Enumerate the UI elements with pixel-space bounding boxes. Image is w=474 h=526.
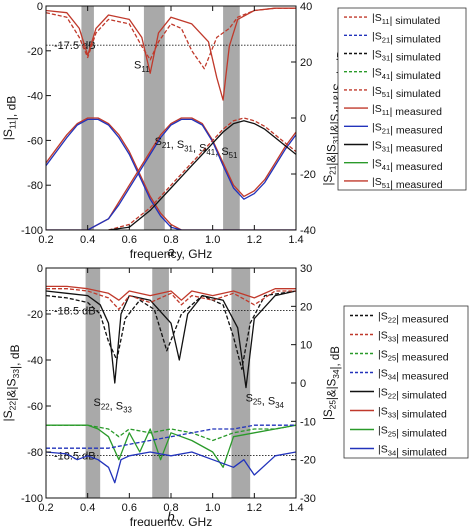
legend-label: |S41| measured	[372, 158, 443, 173]
legend-label: |S51| simulated	[372, 85, 441, 100]
series-line-3	[46, 285, 296, 301]
series-line-8	[108, 120, 296, 230]
y-right-tick-label: 0	[300, 113, 306, 125]
panel-label: a	[167, 244, 174, 259]
reference-label-1: -18.5 dB	[54, 306, 96, 318]
series-line-3	[46, 117, 296, 230]
legend-label: |S41| simulated	[372, 67, 441, 82]
series-line-7	[46, 451, 296, 484]
shaded-band-1	[85, 268, 101, 498]
legend-label: |S22| measured	[378, 311, 449, 326]
x-axis-label: frequency, GHz	[130, 247, 212, 261]
y-right-tick-label: 20	[300, 57, 312, 69]
x-tick-label: 1.4	[288, 502, 303, 514]
annotation-1: S22, S33	[93, 397, 132, 415]
annotation-1: S11	[134, 60, 150, 74]
y-left-tick-label: -60	[27, 135, 43, 147]
series-line-6	[46, 424, 296, 442]
legend-label: |S22| simulated	[378, 387, 447, 402]
y-right-axis-label: |S25|&|S34|, dB	[323, 346, 342, 420]
y-right-tick-label: 20	[300, 301, 312, 313]
y-right-tick-label: 0	[300, 378, 306, 390]
shaded-band-2	[152, 268, 169, 498]
x-tick-label: 0.4	[80, 502, 95, 514]
y-left-tick-label: -80	[27, 447, 43, 459]
legend-label: |S21| measured	[372, 121, 443, 136]
legend-label: |S11| simulated	[372, 12, 440, 27]
panel-a: -17.5 dB0.2 0.4 0.6 0.8 1.0 1.2 1.4-100-80-60-…	[1, 1, 467, 261]
y-right-tick-label: 30	[300, 263, 312, 275]
shaded-band-2	[143, 6, 165, 230]
y-left-tick-label: -40	[27, 355, 43, 367]
x-tick-label: 1.0	[205, 234, 220, 246]
panel-label: b	[167, 509, 174, 524]
y-left-axis-label: |S11|, dB	[1, 96, 19, 141]
legend-box	[343, 305, 469, 459]
x-tick-label: 1.0	[205, 502, 220, 514]
x-tick-label: 1.2	[247, 502, 262, 514]
x-tick-label: 0.8	[163, 234, 178, 246]
series-line-4	[46, 288, 296, 311]
series-line-1	[46, 290, 296, 389]
y-left-tick-label: -80	[27, 180, 43, 192]
annotation-2: S25, S34	[246, 392, 285, 410]
shaded-band-3	[231, 268, 251, 498]
series-line-8	[46, 424, 296, 449]
x-tick-label: 1.2	[247, 234, 262, 246]
panel-b: -18.5 dB-18.5 dB0.2 0.4 0.6 0.8 1.0 1.2 1.4-10…	[1, 263, 469, 526]
legend-label: |S25| measured	[378, 349, 449, 364]
x-tick-label: 0.2	[38, 502, 53, 514]
y-left-tick-label: -100	[21, 493, 43, 505]
y-left-tick-label: -100	[21, 225, 43, 237]
series-line-7	[108, 117, 296, 230]
y-right-tick-label: -30	[300, 493, 316, 505]
x-tick-label: 1.4	[288, 234, 303, 246]
y-left-tick-label: -20	[27, 46, 43, 58]
y-left-tick-label: 0	[37, 1, 43, 13]
y-right-tick-label: -20	[300, 169, 316, 181]
x-tick-label: 0.4	[80, 234, 95, 246]
x-axis-label: frequency, GHz	[130, 515, 212, 526]
y-right-tick-label: -40	[300, 225, 316, 237]
x-tick-label: 0.6	[122, 234, 137, 246]
series-line-5	[46, 424, 296, 468]
y-left-axis-label: |S22|&|S33|, dB	[1, 345, 22, 422]
legend-label: |S34| measured	[378, 368, 449, 383]
y-right-tick-label: 10	[300, 340, 312, 352]
legend-box	[337, 7, 467, 191]
x-tick-label: 0.2	[38, 234, 53, 246]
series-line-2	[46, 7, 296, 70]
legend-label: |S31| simulated	[372, 49, 441, 64]
y-right-tick-label: -10	[300, 416, 316, 428]
series-line-1	[46, 7, 296, 101]
legend-label: |S33| measured	[378, 330, 449, 345]
series-line-2	[46, 290, 296, 370]
x-tick-label: 0.8	[163, 502, 178, 514]
legend-label: |S11| measured	[372, 103, 442, 118]
y-right-tick-label: 40	[300, 1, 312, 13]
legend-label: |S33| simulated	[378, 406, 447, 421]
series-line-5	[46, 117, 296, 230]
legend-label: |S31| measured	[372, 140, 443, 155]
annotation-2: S21, S31, S41, S51	[155, 136, 238, 160]
x-tick-label: 0.6	[122, 502, 137, 514]
legend-label: |S34| simulated	[378, 444, 447, 459]
legend-label: |S25| simulated	[378, 425, 447, 440]
legend-label: |S51| measured	[372, 176, 443, 191]
y-left-tick-label: 0	[37, 263, 43, 275]
y-left-tick-label: -40	[27, 91, 43, 103]
series-line-6	[46, 118, 296, 230]
y-left-tick-label: -60	[27, 401, 43, 413]
legend-label: |S21| simulated	[372, 30, 441, 45]
y-right-tick-label: -20	[300, 455, 316, 467]
series-group	[46, 285, 296, 484]
y-left-tick-label: -20	[27, 309, 43, 321]
